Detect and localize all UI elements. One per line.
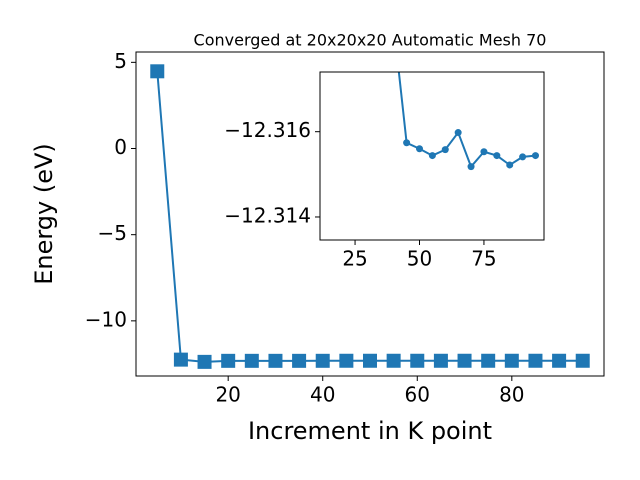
plot-clip — [390, 22, 539, 171]
marker — [315, 353, 330, 368]
marker — [150, 64, 165, 79]
marker — [390, 22, 397, 29]
marker — [221, 353, 236, 368]
marker — [519, 153, 527, 161]
plot-clip — [150, 64, 590, 369]
x-tick-label: 20 — [215, 383, 240, 407]
marker — [506, 161, 514, 169]
marker — [441, 146, 449, 154]
x-tick-label: 75 — [471, 247, 496, 271]
marker — [197, 354, 212, 369]
y-tick-label: 0 — [114, 135, 127, 159]
y-tick-label: −12.316 — [224, 118, 311, 142]
y-tick-label: −10 — [85, 307, 127, 331]
marker — [467, 163, 475, 171]
marker — [410, 353, 425, 368]
axes-frame — [135, 51, 605, 377]
x-tick-label: 40 — [310, 383, 335, 407]
marker — [403, 139, 411, 147]
marker — [480, 148, 488, 156]
marker — [415, 145, 423, 153]
x-tick-label: 80 — [499, 383, 524, 407]
marker — [454, 129, 462, 137]
marker — [428, 152, 436, 160]
y-axis-label: Energy (eV) — [30, 143, 58, 285]
x-tick-label: 50 — [407, 247, 432, 271]
chart-title: Converged at 20x20x20 Automatic Mesh 70 — [194, 31, 547, 50]
marker — [493, 152, 501, 160]
marker — [552, 353, 567, 368]
marker — [339, 353, 354, 368]
axes-frame — [319, 71, 545, 241]
marker — [575, 353, 590, 368]
marker — [504, 353, 519, 368]
marker — [292, 353, 307, 368]
x-tick-label: 25 — [342, 247, 367, 271]
marker — [268, 353, 283, 368]
marker — [433, 353, 448, 368]
marker — [244, 353, 259, 368]
x-axis-label: Increment in K point — [248, 417, 492, 445]
marker — [363, 353, 377, 368]
y-tick-label: −5 — [98, 221, 127, 245]
y-tick-label: −12.314 — [224, 203, 311, 227]
y-tick-label: 5 — [114, 49, 127, 73]
marker — [481, 353, 496, 368]
x-tick-label: 60 — [405, 383, 430, 407]
marker — [386, 353, 401, 368]
marker — [457, 353, 472, 368]
marker — [173, 352, 188, 367]
marker — [528, 353, 543, 368]
marker — [531, 152, 539, 160]
